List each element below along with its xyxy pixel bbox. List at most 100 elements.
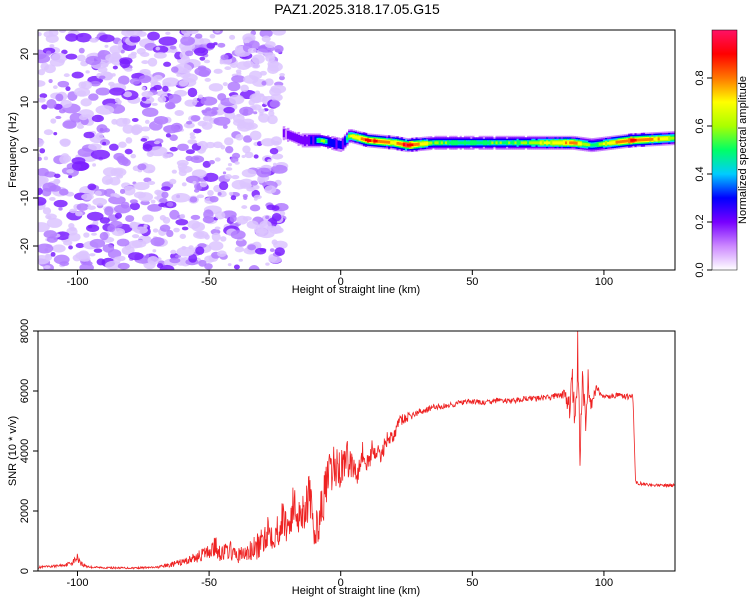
spectrogram-noise-cell — [230, 63, 238, 69]
snr-y-tick-label: 0 — [19, 568, 31, 574]
spectrogram-noise-cell — [227, 263, 232, 267]
spectrogram-noise-cell — [38, 156, 42, 161]
spectrogram-ridge-cell — [333, 139, 336, 148]
spectrogram-noise-cell — [54, 173, 61, 179]
spectrogram-noise-cell — [177, 143, 189, 151]
spectrogram-noise-cell — [176, 246, 195, 257]
spectrogram-noise-cell — [264, 41, 276, 49]
spectrogram-noise-cell — [204, 234, 210, 240]
snr-x-label: Height of straight line (km) — [292, 585, 420, 597]
spectrogram-noise-cell — [58, 108, 66, 114]
spectrogram-noise-cell — [124, 67, 133, 72]
spectrogram-ridge-cell — [575, 141, 579, 145]
spectrogram-ridge-cell — [632, 138, 635, 142]
spectrogram-x-tick-label: 0 — [338, 276, 344, 288]
spectrogram-ridge-cell — [644, 138, 648, 142]
spectrogram-noise-cell — [183, 32, 191, 37]
spectrogram-noise-cell — [169, 45, 177, 50]
spectrogram-noise-cell — [91, 232, 97, 236]
spectrogram-ridge-cell — [569, 141, 572, 145]
spectrogram-noise-cell — [153, 52, 167, 59]
spectrogram-ridge-cell — [480, 141, 484, 145]
spectrogram-noise-cell — [113, 204, 132, 214]
spectrogram-noise-cell — [89, 37, 99, 43]
spectrogram-ridge-cell — [396, 141, 400, 145]
spectrogram-ridge-cell — [636, 138, 640, 142]
snr-background — [38, 331, 675, 571]
snr-x-tick-label: -50 — [201, 577, 217, 589]
spectrogram-noise-cell — [231, 174, 240, 180]
spectrogram-noise-cell — [65, 53, 78, 60]
spectrogram-ridge-cell — [487, 141, 490, 145]
spectrogram-noise-cell — [271, 205, 280, 212]
spectrogram-noise-cell — [141, 86, 146, 91]
spectrogram-noise-cell — [85, 70, 90, 74]
spectrogram-ridge-cell — [379, 140, 383, 143]
spectrogram-noise-cell — [205, 141, 216, 149]
spectrogram-noise-cell — [131, 117, 139, 122]
spectrogram-noise-cell — [268, 108, 274, 112]
spectrogram-noise-cell — [154, 196, 160, 200]
spectrogram-ridge-cell — [609, 141, 612, 145]
spectrogram-ridge-cell — [604, 142, 608, 145]
spectrogram-noise-cell — [187, 139, 197, 145]
spectrogram-noise-cell — [63, 155, 72, 163]
spectrogram-noise-cell — [46, 98, 57, 109]
spectrogram-ridge-cell — [588, 143, 591, 147]
spectrogram-noise-cell — [224, 137, 234, 146]
spectrogram-noise-cell — [49, 196, 56, 201]
spectrogram-noise-cell — [117, 156, 129, 166]
spectrogram-ridge-cell — [442, 141, 446, 145]
spectrogram-ridge-cell — [573, 141, 576, 145]
spectrogram-noise-cell — [207, 190, 214, 196]
spectrogram-ridge-cell — [657, 137, 661, 141]
spectrogram-noise-cell — [120, 49, 125, 54]
spectrogram-noise-cell — [109, 220, 123, 229]
spectrogram-noise-cell — [43, 156, 49, 161]
spectrogram-ridge-cell — [670, 136, 673, 140]
spectrogram-ridge-cell — [623, 139, 627, 143]
spectrogram-noise-cell — [38, 243, 54, 254]
spectrogram-noise-cell — [75, 243, 85, 249]
spectrogram-noise-cell — [220, 236, 227, 242]
spectrogram-noise-cell — [179, 233, 187, 239]
spectrogram-ridge-cell — [672, 136, 675, 140]
spectrogram-noise-cell — [259, 220, 272, 231]
spectrogram-noise-cell — [185, 50, 194, 57]
spectrogram-noise-cell — [203, 172, 219, 182]
spectrogram-noise-cell — [166, 202, 174, 207]
spectrogram-noise-cell — [42, 207, 52, 215]
spectrogram-ridge-cell — [659, 137, 663, 141]
spectrogram-ridge-cell — [506, 141, 509, 145]
spectrogram-ridge-cell — [472, 141, 475, 145]
spectrogram-noise-cell — [55, 231, 70, 241]
spectrogram-noise-cell — [88, 93, 99, 101]
spectrogram-ridge-cell — [327, 138, 330, 147]
spectrogram-ridge-cell — [655, 137, 659, 141]
spectrogram-ridge-cell — [407, 143, 410, 147]
spectrogram-noise-cell — [144, 119, 150, 124]
spectrogram-noise-cell — [55, 115, 62, 120]
spectrogram-ridge-cell — [385, 140, 389, 144]
spectrogram-noise-cell — [117, 230, 124, 235]
spectrogram-noise-cell — [179, 213, 186, 219]
spectrogram-ridge-cell — [516, 141, 520, 145]
spectrogram-y-tick-label: 0 — [19, 147, 31, 153]
spectrogram-noise-cell — [95, 132, 104, 140]
spectrogram-noise-cell — [213, 116, 231, 126]
spectrogram-ridge-cell — [468, 141, 471, 145]
spectrogram-noise-cell — [129, 78, 141, 85]
spectrogram-noise-cell — [128, 252, 144, 261]
spectrogram-noise-cell — [155, 46, 161, 51]
spectrogram-noise-cell — [109, 45, 122, 54]
colorbar-gradient — [712, 30, 737, 270]
spectrogram-ridge-cell — [312, 136, 315, 145]
spectrogram-noise-cell — [167, 93, 182, 104]
spectrogram-x-tick-label: 50 — [466, 276, 478, 288]
spectrogram-noise-cell — [214, 211, 226, 220]
spectrogram-noise-cell — [147, 204, 162, 212]
spectrogram-noise-cell — [243, 39, 250, 44]
spectrogram-noise-cell — [246, 220, 259, 229]
